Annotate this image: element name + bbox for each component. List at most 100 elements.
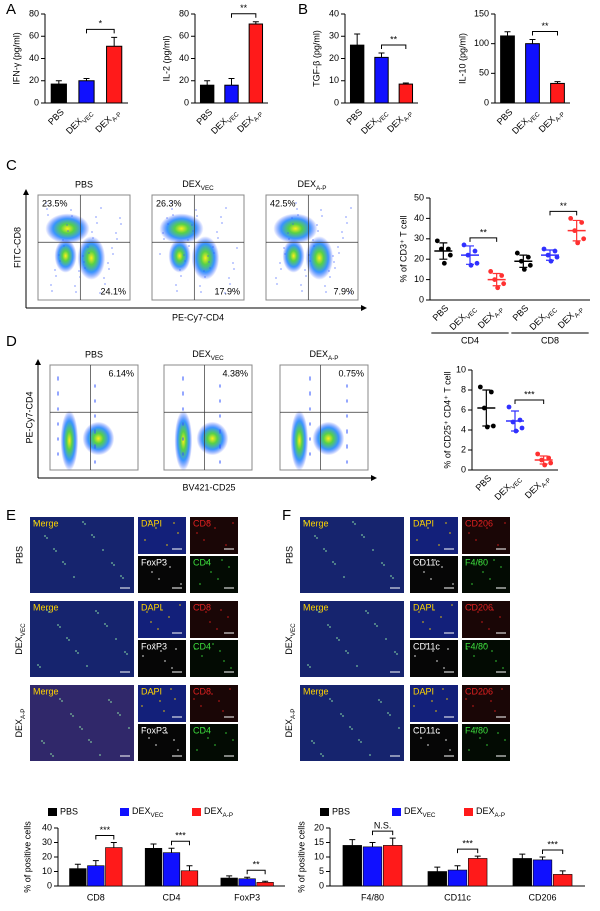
event-dot bbox=[287, 232, 289, 234]
error-bar bbox=[402, 82, 409, 85]
cell-signal bbox=[500, 566, 502, 568]
cell-signal bbox=[180, 583, 182, 585]
event-dot bbox=[182, 409, 184, 411]
channel-label: Merge bbox=[303, 686, 329, 696]
event-dot bbox=[309, 439, 311, 441]
data-point bbox=[548, 258, 554, 264]
cell-signal bbox=[62, 561, 64, 563]
event-dot bbox=[345, 216, 347, 218]
y-axis-label: % of CD3⁺ T cell bbox=[398, 216, 408, 283]
event-dot bbox=[209, 267, 211, 269]
channel-image bbox=[410, 601, 458, 638]
bar bbox=[349, 44, 365, 104]
flow-title: DEXVEC bbox=[182, 179, 214, 191]
density-cluster bbox=[196, 421, 229, 456]
event-dot bbox=[84, 267, 86, 269]
cell-signal bbox=[342, 715, 344, 717]
event-dot bbox=[182, 394, 184, 396]
cell-signal bbox=[363, 536, 365, 538]
error-bar bbox=[529, 39, 536, 44]
event-dot bbox=[232, 262, 234, 264]
cell-signal bbox=[427, 744, 429, 746]
cell-signal bbox=[41, 740, 43, 742]
cell-signal bbox=[232, 522, 234, 524]
event-dot bbox=[219, 431, 221, 433]
y-tick-label: 0 bbox=[319, 880, 324, 890]
error-bar bbox=[83, 78, 90, 81]
channel-image bbox=[190, 724, 238, 761]
y-tick-label: 20 bbox=[314, 822, 324, 832]
data-point bbox=[468, 262, 474, 268]
bar bbox=[144, 847, 163, 887]
sd-bar bbox=[519, 254, 528, 268]
event-dot bbox=[57, 422, 59, 424]
event-dot bbox=[57, 438, 59, 440]
cell-signal bbox=[495, 660, 497, 662]
y-tick-label: 60 bbox=[179, 31, 189, 41]
event-dot bbox=[182, 437, 184, 439]
cell-signal bbox=[97, 612, 99, 614]
cell-signal bbox=[446, 698, 448, 700]
significance-bracket bbox=[457, 848, 479, 854]
cell-signal bbox=[162, 559, 164, 561]
merge-image bbox=[300, 517, 404, 593]
event-dot bbox=[346, 416, 348, 418]
channel-label: F4/80 bbox=[465, 725, 488, 735]
event-dot bbox=[219, 416, 221, 418]
data-point bbox=[535, 451, 541, 457]
bar bbox=[238, 878, 256, 887]
event-dot bbox=[57, 394, 59, 396]
event-dot bbox=[191, 224, 193, 226]
channel-label: F4/80 bbox=[465, 557, 488, 567]
quadrant-percent: 6.14% bbox=[108, 368, 134, 378]
cell-signal bbox=[383, 564, 385, 566]
event-dot bbox=[219, 399, 221, 401]
legend-label: PBS bbox=[60, 806, 78, 816]
event-dot bbox=[329, 276, 331, 278]
cell-signal bbox=[311, 740, 313, 742]
x-tick-label: DEXVEC bbox=[359, 107, 390, 138]
event-dot bbox=[94, 460, 96, 462]
y-tick-label: 50 bbox=[414, 192, 424, 202]
event-dot bbox=[229, 283, 231, 285]
panel-letter: C bbox=[6, 157, 17, 174]
y-tick-label: 20 bbox=[42, 851, 52, 861]
cell-signal bbox=[354, 523, 356, 525]
event-dot bbox=[182, 439, 184, 441]
group-label: CD4 bbox=[461, 335, 479, 345]
cell-signal bbox=[372, 549, 374, 551]
bar bbox=[512, 858, 532, 887]
data-point bbox=[441, 260, 447, 266]
event-dot bbox=[312, 239, 314, 241]
cell-signal bbox=[451, 604, 453, 606]
cell-signal bbox=[222, 710, 224, 712]
event-dot bbox=[309, 454, 311, 456]
channel-label: CD8 bbox=[193, 602, 211, 612]
event-dot bbox=[57, 423, 59, 425]
event-dot bbox=[57, 379, 59, 381]
merge-image bbox=[30, 517, 134, 593]
cell-signal bbox=[307, 664, 309, 666]
significance-bracket bbox=[86, 28, 115, 34]
legend-label: DEXA-P bbox=[204, 806, 233, 818]
x-tick-label: PBS bbox=[431, 303, 451, 323]
channel-image bbox=[190, 601, 238, 638]
event-dot bbox=[283, 247, 285, 249]
cell-signal bbox=[147, 561, 149, 563]
bar bbox=[447, 869, 468, 887]
cell-signal bbox=[72, 715, 74, 717]
cell-signal bbox=[211, 693, 213, 695]
cell-signal bbox=[443, 667, 445, 669]
cell-signal bbox=[478, 561, 480, 563]
cell-signal bbox=[413, 705, 415, 707]
cell-signal bbox=[431, 700, 433, 702]
cell-signal bbox=[340, 713, 342, 715]
cell-signal bbox=[111, 562, 113, 564]
event-dot bbox=[208, 261, 210, 263]
legend-swatch bbox=[320, 808, 329, 816]
event-dot bbox=[91, 231, 93, 233]
event-dot bbox=[94, 416, 96, 418]
bar bbox=[87, 865, 105, 887]
cell-signal bbox=[323, 548, 325, 550]
